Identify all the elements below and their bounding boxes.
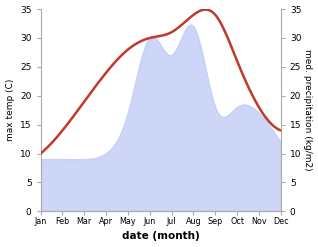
- Y-axis label: max temp (C): max temp (C): [5, 79, 15, 141]
- X-axis label: date (month): date (month): [122, 231, 200, 242]
- Y-axis label: med. precipitation (kg/m2): med. precipitation (kg/m2): [303, 49, 313, 171]
